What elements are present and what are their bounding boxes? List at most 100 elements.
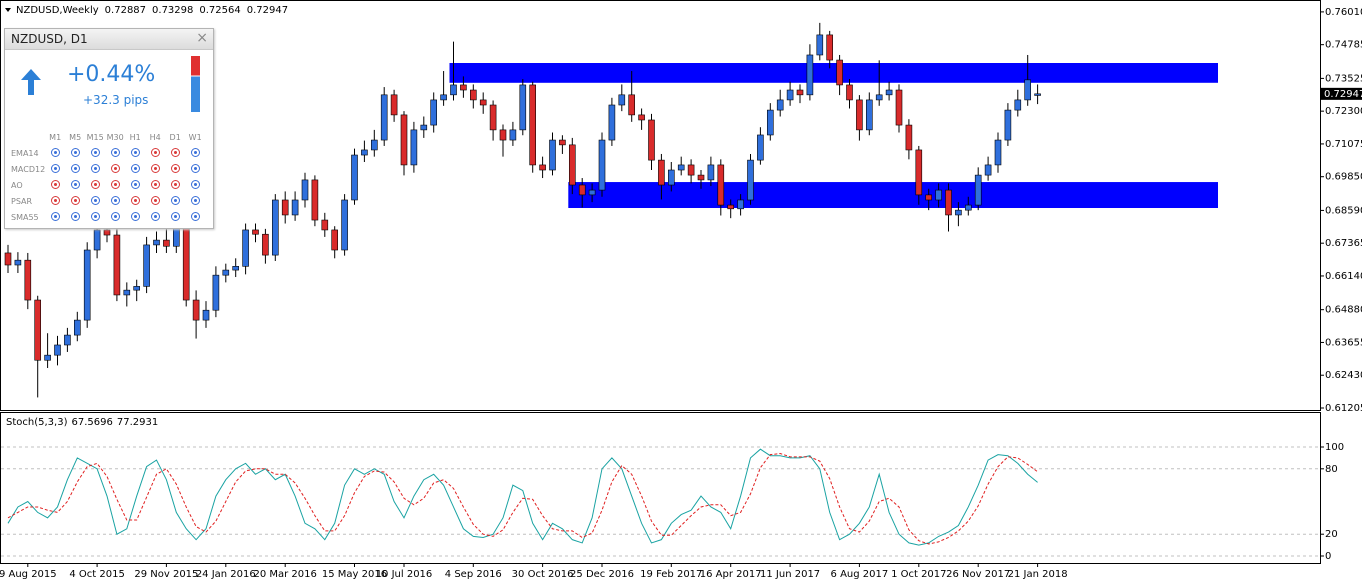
- current-price: 0.72947: [1324, 89, 1362, 100]
- y-tick-label: 80: [1325, 464, 1338, 475]
- x-tick-label: 4 Sep 2016: [445, 569, 502, 580]
- timeframe: M15: [86, 132, 104, 142]
- signal-cell: [85, 145, 105, 161]
- close-button[interactable]: ×: [196, 30, 208, 46]
- candle-body: [549, 139, 556, 171]
- zone: [449, 62, 1218, 83]
- signal-cell: [105, 145, 125, 161]
- candle-body: [291, 199, 299, 216]
- candle-body: [499, 129, 507, 141]
- candle-body: [83, 249, 91, 321]
- signal-cell: [125, 209, 145, 225]
- candle-body: [163, 239, 170, 247]
- candle-body: [4, 252, 12, 266]
- signal-dot: [150, 147, 160, 157]
- candle-body: [341, 199, 348, 251]
- indicator-name: SMA55: [11, 212, 39, 222]
- candle-body: [202, 309, 210, 321]
- signal-dot: [170, 179, 180, 189]
- candle-body: [648, 119, 655, 161]
- signal-cell: [125, 177, 145, 193]
- signal-dot: [110, 195, 120, 205]
- signal-dot: [130, 147, 140, 157]
- x-tick-label: 29 Nov 2015: [134, 569, 198, 580]
- candle-body: [925, 194, 933, 201]
- signal-cell: [185, 161, 205, 177]
- x-tick-label: 21 Jan 2018: [1008, 569, 1068, 580]
- candle-body: [34, 299, 42, 361]
- candle-body: [667, 169, 675, 186]
- candle-body: [123, 289, 131, 296]
- timeframe: M30: [106, 132, 124, 142]
- timeframe: W1: [188, 132, 202, 142]
- zone: [568, 182, 1218, 209]
- candle-body: [786, 89, 794, 101]
- signal-dot: [150, 195, 160, 205]
- candle-body: [192, 299, 200, 321]
- candle-body: [232, 266, 239, 271]
- signal-cell: [65, 161, 85, 177]
- candle-body: [331, 229, 339, 251]
- candle-body: [658, 159, 665, 186]
- stoch-title: Stoch(5,3,3): [6, 417, 68, 428]
- candle-body: [628, 94, 636, 116]
- x-tick-label: 10 Jul 2016: [376, 569, 433, 580]
- signal-dot: [90, 147, 100, 157]
- candle-body: [54, 344, 61, 356]
- candle-body: [955, 209, 962, 216]
- x-tick-label: 6 Aug 2017: [831, 569, 889, 580]
- signal-dot: [170, 163, 180, 173]
- candle-body: [519, 84, 527, 131]
- signal-cell: [85, 193, 105, 209]
- candle-body: [311, 179, 319, 221]
- candle-body: [539, 164, 546, 171]
- signal-dot: [90, 163, 100, 173]
- indicator-name: MACD12: [11, 164, 46, 174]
- y-tick-label: 0.73525: [1325, 73, 1362, 84]
- y-tick-label: 20: [1325, 529, 1338, 540]
- signal-cell: [65, 145, 85, 161]
- signal-cell: [65, 209, 85, 225]
- signal-cell: [125, 145, 145, 161]
- timeframe: H4: [149, 132, 161, 142]
- signal-dot: [170, 195, 180, 205]
- signal-dot: [170, 211, 180, 221]
- candle-body: [440, 94, 447, 101]
- header-value: NZDUSD,Weekly: [16, 5, 99, 16]
- signal-cell: [165, 145, 185, 161]
- signal-dot: [150, 211, 160, 221]
- candle-body: [460, 84, 467, 91]
- signal-dot: [190, 211, 200, 221]
- candle-body: [1014, 99, 1022, 111]
- signal-cell: [85, 177, 105, 193]
- candle-body: [222, 269, 230, 276]
- candle-body: [964, 204, 972, 211]
- candle-body: [103, 229, 111, 236]
- indicator-name: AO: [11, 180, 23, 190]
- signal-dot: [90, 179, 100, 189]
- x-tick-label: 20 Mar 2016: [253, 569, 316, 580]
- candle-body: [974, 174, 982, 206]
- candle-body: [44, 354, 51, 361]
- signal-dot: [70, 147, 80, 157]
- y-tick-label: 0.67365: [1325, 238, 1362, 249]
- signal-cell: [45, 145, 65, 161]
- menu-triangle: [5, 8, 11, 12]
- signal-cell: [65, 193, 85, 209]
- x-tick-label: 16 Apr 2017: [700, 569, 762, 580]
- timeframe: H1: [129, 132, 141, 142]
- candle-body: [747, 159, 754, 201]
- y-tick-label: 100: [1325, 442, 1344, 453]
- signal-cell: [185, 193, 205, 209]
- candle-body: [895, 89, 903, 126]
- x-tick-label: 4 Oct 2015: [69, 569, 124, 580]
- candle-body: [687, 164, 695, 176]
- candle-body: [875, 94, 883, 101]
- candle-body: [321, 219, 329, 231]
- candle-body: [479, 99, 487, 106]
- candle-body: [14, 259, 22, 266]
- x-tick-label: 15 May 2016: [322, 569, 387, 580]
